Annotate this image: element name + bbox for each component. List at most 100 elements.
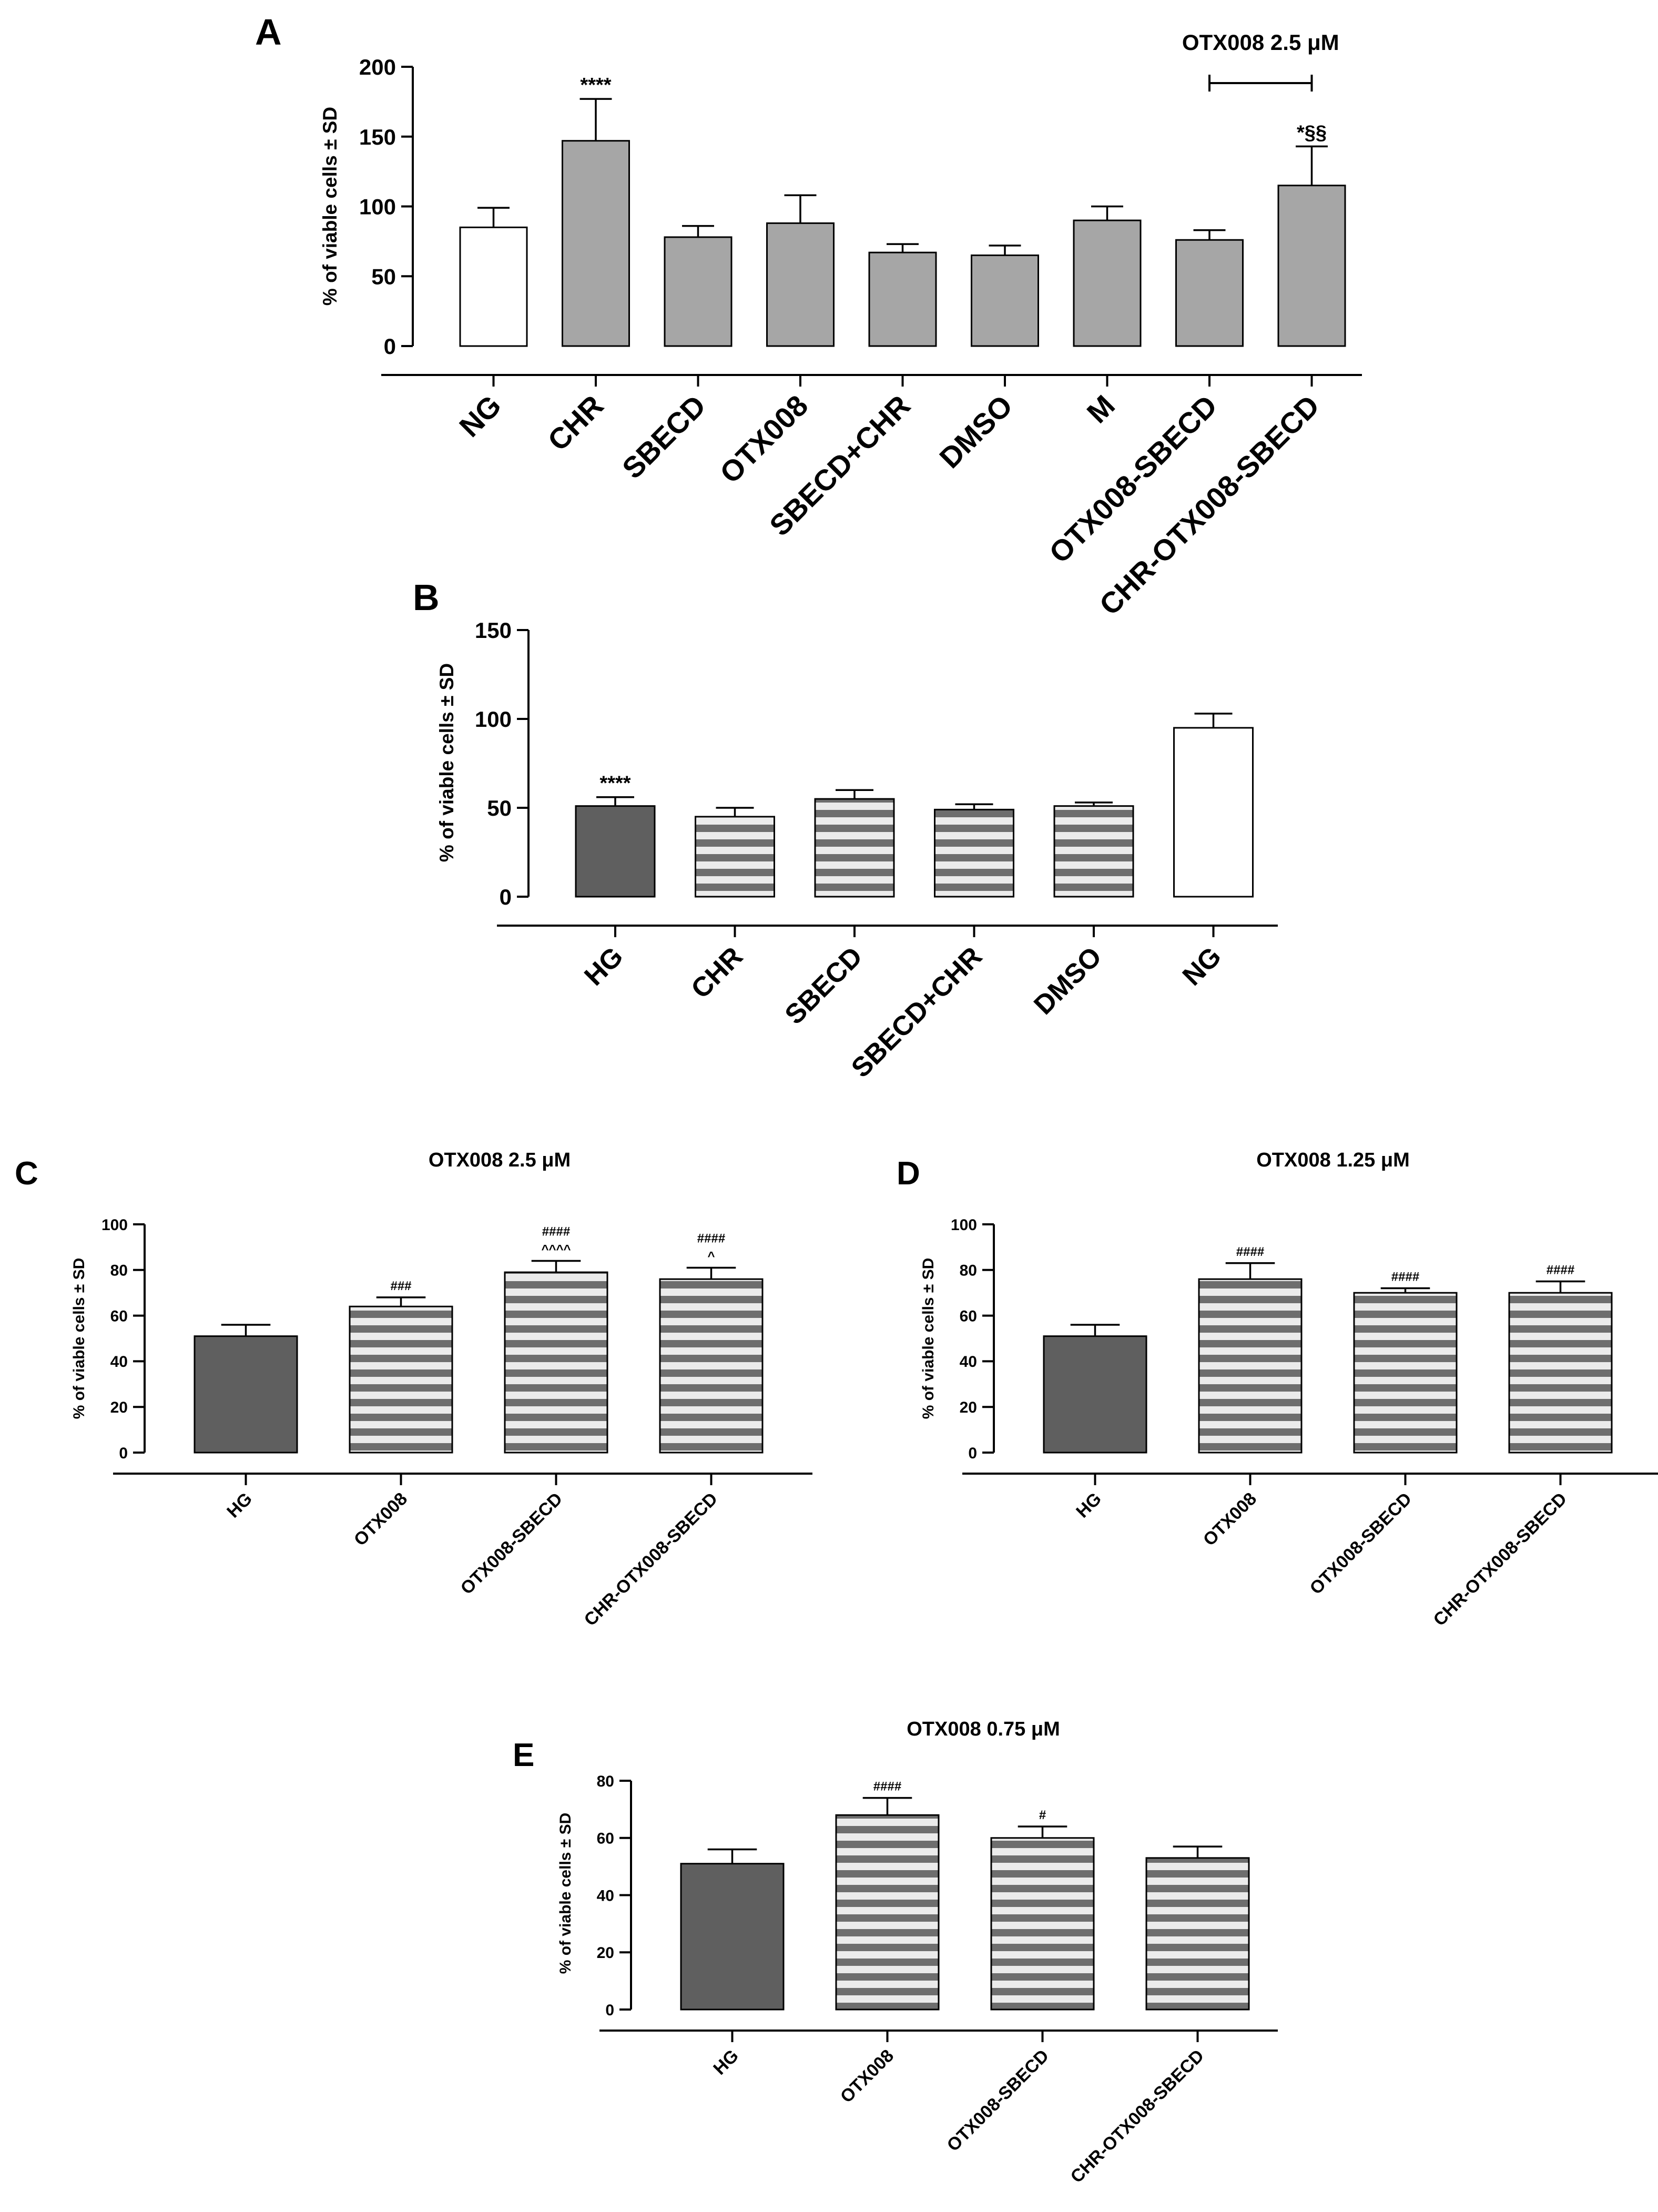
bar bbox=[868, 251, 937, 347]
x-tick-label: HG bbox=[1072, 1489, 1105, 1522]
bar bbox=[1145, 1857, 1250, 2011]
y-tick-label: 100 bbox=[475, 707, 512, 732]
significance-label: #### bbox=[542, 1224, 570, 1239]
bar bbox=[664, 236, 733, 347]
x-tick-label: NG bbox=[1177, 941, 1227, 991]
x-tick-label: OTX008-SBECD bbox=[1306, 1489, 1416, 1599]
y-tick-label: 20 bbox=[597, 1944, 614, 1962]
y-tick-label: 20 bbox=[110, 1399, 128, 1416]
x-tick-label: OTX008-SBECD bbox=[1043, 389, 1224, 570]
bar bbox=[504, 1271, 608, 1454]
significance-label: #### bbox=[873, 1780, 901, 1794]
significance-label: #### bbox=[1391, 1270, 1419, 1284]
y-tick-label: 40 bbox=[960, 1353, 977, 1371]
bar bbox=[814, 798, 895, 898]
x-tick-label: M bbox=[1080, 389, 1121, 430]
chart-title: OTX008 2.5 μM bbox=[429, 1149, 571, 1171]
x-tick-label: CHR-OTX008-SBECD bbox=[1429, 1489, 1571, 1630]
x-tick-label: SBECD bbox=[779, 941, 869, 1030]
panel-d: D OTX008 1.25 μM 0 20 40 60 80 100 % of viable c… bbox=[897, 1149, 1658, 1630]
bracket-label: OTX008 2.5 μM bbox=[1182, 30, 1339, 55]
x-tick-label: DMSO bbox=[933, 389, 1019, 474]
y-tick-label: 50 bbox=[371, 264, 396, 289]
bar bbox=[971, 254, 1039, 347]
x-tick-label: OTX008 bbox=[837, 2046, 898, 2107]
y-tick-label: 100 bbox=[951, 1216, 977, 1234]
x-tick-label: CHR-OTX008-SBECD bbox=[1066, 2046, 1208, 2187]
panel-letter: D bbox=[897, 1155, 920, 1192]
bar bbox=[349, 1305, 453, 1454]
bar bbox=[1353, 1292, 1458, 1454]
y-tick-label: 80 bbox=[110, 1262, 128, 1280]
bar bbox=[575, 805, 656, 898]
y-tick-label: 80 bbox=[960, 1262, 977, 1280]
bar bbox=[459, 226, 528, 347]
y-tick-label: 0 bbox=[119, 1445, 128, 1462]
y-tick-label: 0 bbox=[605, 2002, 614, 2019]
significance-label: **** bbox=[580, 74, 611, 96]
y-tick-label: 100 bbox=[359, 195, 396, 219]
x-tick-label: DMSO bbox=[1028, 941, 1107, 1020]
y-tick-label: 0 bbox=[968, 1445, 977, 1462]
x-tick-label: CHR-OTX008-SBECD bbox=[580, 1489, 721, 1630]
bar bbox=[990, 1837, 1095, 2011]
x-tick-label: CHR bbox=[541, 389, 609, 457]
panel-b: B 0 50 100 150 % of viable cells ± SD HG **** CH… bbox=[413, 577, 1278, 1083]
y-axis-label: % of viable cells ± SD bbox=[319, 107, 341, 306]
x-tick-label: OTX008 bbox=[1199, 1489, 1260, 1550]
bar bbox=[1173, 727, 1254, 898]
x-tick-label: OTX008 bbox=[350, 1489, 411, 1550]
significance-label: #### bbox=[697, 1231, 725, 1245]
bar bbox=[1198, 1278, 1303, 1454]
y-tick-label: 200 bbox=[359, 55, 396, 79]
y-tick-label: 60 bbox=[110, 1307, 128, 1325]
significance-label: ^ bbox=[707, 1249, 715, 1263]
bar bbox=[1277, 185, 1346, 347]
bar bbox=[695, 816, 775, 898]
y-axis-label: % of viable cells ± SD bbox=[920, 1258, 937, 1419]
bar bbox=[1053, 805, 1134, 898]
significance-label: ### bbox=[390, 1279, 411, 1293]
x-tick-label: SBECD bbox=[616, 389, 712, 485]
x-tick-label: HG bbox=[709, 2046, 742, 2079]
panel-letter: C bbox=[15, 1155, 38, 1192]
chart-title: OTX008 1.25 μM bbox=[1256, 1149, 1410, 1171]
bar bbox=[562, 140, 630, 347]
chart-title: OTX008 0.75 μM bbox=[907, 1718, 1060, 1740]
bar bbox=[194, 1335, 298, 1454]
panel-letter: E bbox=[513, 1737, 534, 1773]
panel-letter: A bbox=[255, 12, 282, 53]
bar bbox=[1043, 1335, 1147, 1454]
panel-letter: B bbox=[413, 577, 440, 618]
x-tick-label: CHR bbox=[685, 941, 749, 1004]
x-tick-label: OTX008-SBECD bbox=[943, 2046, 1053, 2156]
y-tick-label: 0 bbox=[500, 885, 512, 909]
y-tick-label: 150 bbox=[359, 125, 396, 149]
significance-label: **** bbox=[599, 773, 630, 795]
y-axis-label: % of viable cells ± SD bbox=[557, 1813, 574, 1974]
y-tick-label: 40 bbox=[597, 1887, 614, 1904]
y-tick-label: 60 bbox=[597, 1830, 614, 1848]
bar bbox=[659, 1278, 764, 1454]
y-axis-label: % of viable cells ± SD bbox=[70, 1258, 88, 1419]
bar bbox=[1508, 1292, 1613, 1454]
x-tick-label: HG bbox=[578, 941, 629, 991]
y-tick-label: 50 bbox=[487, 796, 512, 820]
x-tick-label: NG bbox=[453, 389, 507, 443]
y-tick-label: 60 bbox=[960, 1307, 977, 1325]
bar bbox=[934, 808, 1014, 898]
x-tick-label: OTX008 bbox=[713, 389, 814, 490]
y-tick-label: 80 bbox=[597, 1773, 614, 1790]
significance-label: # bbox=[1039, 1808, 1046, 1822]
panel-a: A 0 50 100 150 200 % of viable cells ± SD NG CHR… bbox=[255, 12, 1362, 622]
y-tick-label: 0 bbox=[384, 334, 396, 359]
x-tick-label: OTX008-SBECD bbox=[457, 1489, 567, 1599]
y-tick-label: 20 bbox=[960, 1399, 977, 1416]
y-tick-label: 150 bbox=[475, 618, 512, 643]
bar bbox=[1175, 239, 1244, 347]
significance-label: *§§ bbox=[1297, 121, 1327, 144]
bar bbox=[680, 1863, 785, 2011]
panel-c: C OTX008 2.5 μM 0 20 40 60 80 100 % of viable ce… bbox=[15, 1149, 812, 1630]
